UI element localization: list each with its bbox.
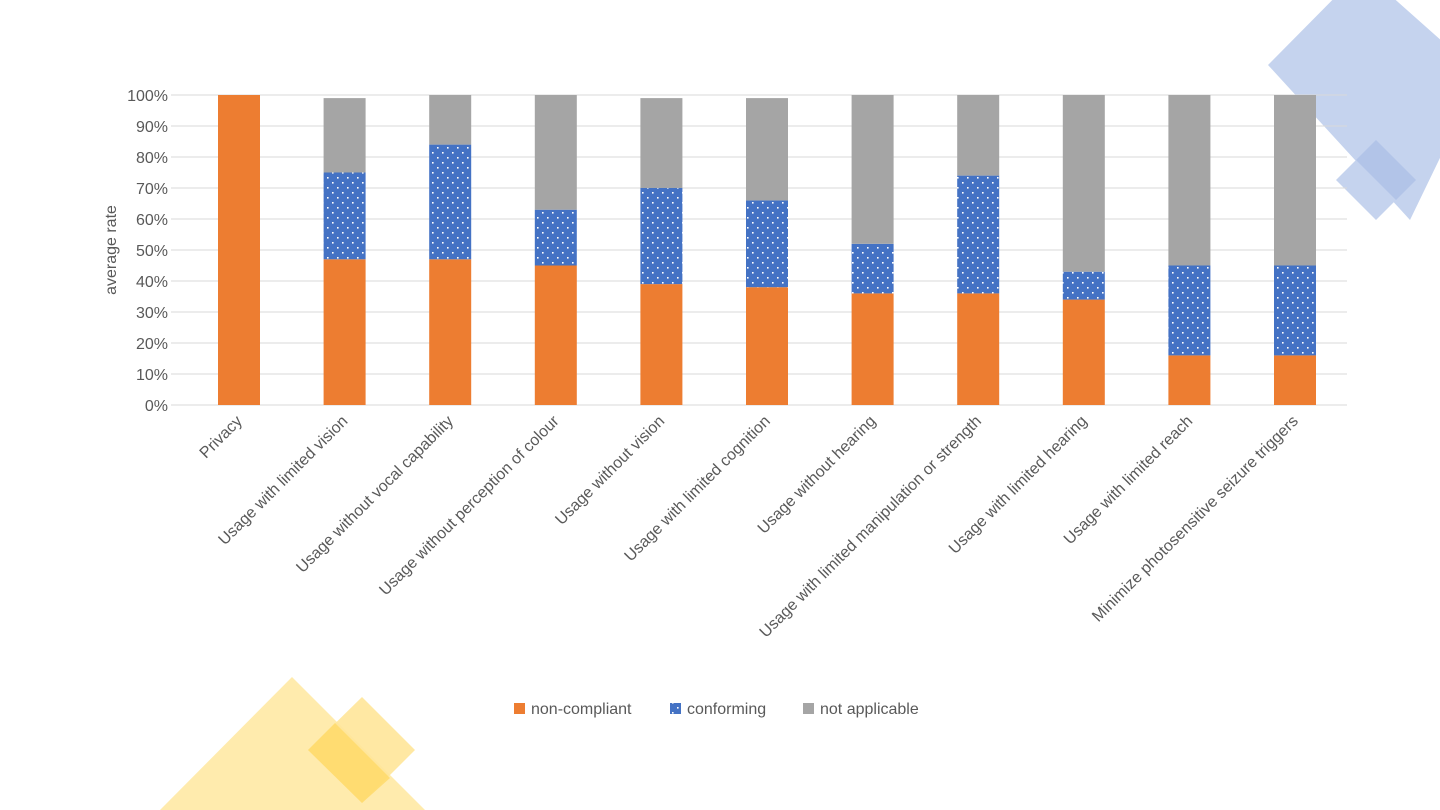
bar-not-applicable [534, 95, 577, 210]
bar-conforming [746, 200, 788, 288]
bar-non-compliant [534, 265, 577, 405]
bar-stack [1168, 95, 1211, 405]
legend-label: conforming [687, 701, 766, 718]
bar-stack [1274, 95, 1316, 405]
bar-stack [957, 95, 1000, 405]
x-tick-label: Minimize photosensitive seizure triggers [1089, 413, 1302, 626]
legend: non-compliant conforming not applicable [514, 701, 919, 718]
y-tick-label: 10% [136, 367, 168, 384]
bar-conforming [851, 243, 894, 294]
y-tick-label: 20% [136, 336, 168, 353]
y-tick-label: 90% [136, 119, 168, 136]
legend-swatch [803, 703, 814, 714]
bar-stack [323, 98, 366, 405]
bar-stack [534, 95, 577, 405]
bar-not-applicable [957, 95, 1000, 176]
bar-non-compliant [1274, 355, 1316, 405]
bar-not-applicable [323, 98, 366, 173]
bar-stack [851, 95, 894, 405]
legend-item: not applicable [803, 701, 919, 718]
bar-not-applicable [1168, 95, 1211, 266]
y-tick-label: 0% [145, 398, 168, 415]
x-tick-label: Usage without perception of colour [376, 412, 563, 599]
bar-non-compliant [640, 284, 683, 405]
x-tick-label: Usage without hearing [755, 413, 880, 538]
bar-stack [746, 98, 788, 405]
bar-not-applicable [746, 98, 788, 201]
bar-stack [429, 95, 472, 405]
legend-label: not applicable [820, 701, 919, 718]
bar-stack [218, 95, 260, 405]
bar-stack [1062, 95, 1105, 405]
bar-conforming [323, 172, 366, 260]
bar-non-compliant [1062, 299, 1105, 405]
bar-non-compliant [323, 259, 366, 405]
y-tick-label: 30% [136, 305, 168, 322]
bar-not-applicable [851, 95, 894, 244]
decoration-yellow-triangles [160, 677, 425, 810]
bar-conforming [429, 144, 472, 260]
legend-item: non-compliant [514, 701, 632, 718]
x-tick-label: Usage with limited manipulation or stren… [757, 413, 985, 641]
bar-non-compliant [746, 287, 788, 405]
bar-non-compliant [957, 293, 1000, 405]
bar-non-compliant [429, 259, 472, 405]
bars [218, 95, 1316, 405]
legend-item: conforming [670, 701, 766, 718]
bar-stack [640, 98, 683, 405]
decoration-blue-diamonds [1268, 0, 1440, 220]
bar-not-applicable [429, 95, 472, 145]
bar-not-applicable [1274, 95, 1316, 266]
legend-swatch [514, 703, 525, 714]
y-tick-label: 60% [136, 212, 168, 229]
bar-not-applicable [640, 98, 683, 188]
y-tick-label: 100% [127, 88, 168, 105]
bar-conforming [534, 209, 577, 266]
bar-conforming [957, 175, 1000, 294]
bar-conforming [640, 188, 683, 285]
bar-non-compliant [851, 293, 894, 405]
y-tick-label: 50% [136, 243, 168, 260]
bar-conforming [1168, 265, 1211, 356]
legend-swatch [670, 703, 681, 714]
y-axis-label: average rate [103, 205, 120, 295]
x-tick-label: Privacy [197, 413, 246, 462]
y-tick-label: 40% [136, 274, 168, 291]
legend-label: non-compliant [531, 701, 632, 718]
bar-non-compliant [218, 95, 260, 405]
x-tick-label: Usage without vision [552, 413, 668, 529]
bar-conforming [1274, 265, 1316, 356]
y-axis-ticks: 0% 10% 20% 30% 40% 50% 60% 70% 80% 90% 100% [127, 88, 168, 415]
bar-not-applicable [1062, 95, 1105, 272]
y-tick-label: 80% [136, 150, 168, 167]
bar-conforming [1062, 271, 1105, 300]
bar-non-compliant [1168, 355, 1211, 405]
y-tick-label: 70% [136, 181, 168, 198]
